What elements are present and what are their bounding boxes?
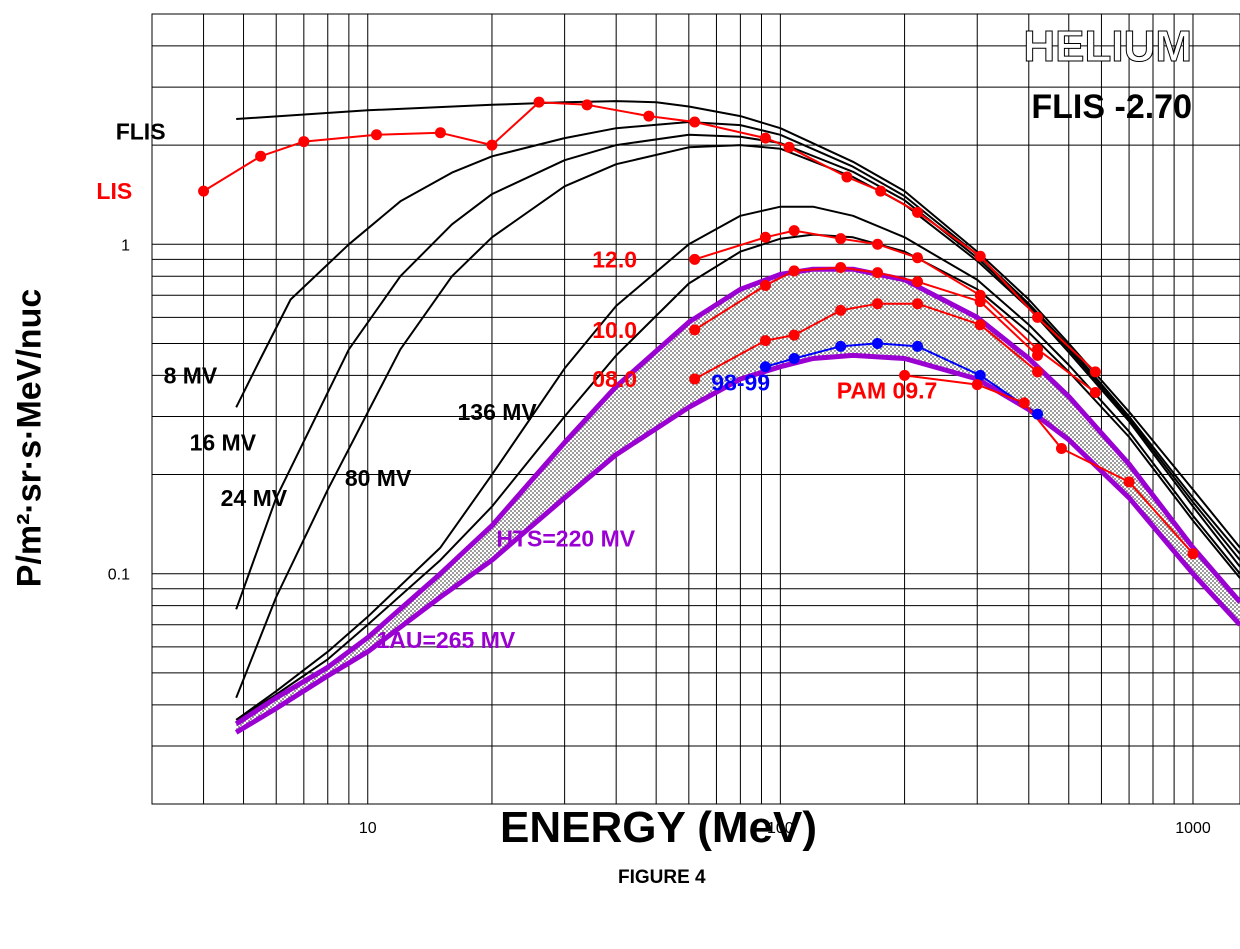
annotation-12-0: 12.0 bbox=[592, 246, 637, 272]
data-point-lis bbox=[581, 99, 593, 111]
annotation-pam-09-7: PAM 09.7 bbox=[837, 377, 938, 403]
data-point-08-0 bbox=[689, 373, 701, 385]
hts-1au-band bbox=[236, 269, 1240, 733]
annotation-10-0: 10.0 bbox=[592, 317, 637, 343]
data-point-lis bbox=[875, 185, 887, 197]
data-point-12-0 bbox=[835, 233, 847, 245]
series-line-1au-265-mv bbox=[234, 352, 1240, 735]
data-point-08-0 bbox=[872, 298, 884, 310]
x-tick-label: 100 bbox=[767, 820, 794, 837]
data-point-pam-09-7 bbox=[899, 369, 911, 381]
y-tick-label: 1 bbox=[121, 237, 130, 254]
annotation-hts-220-mv: HTS=220 MV bbox=[496, 525, 635, 551]
data-point-98-99 bbox=[835, 340, 847, 352]
data-point-lis bbox=[1032, 311, 1044, 323]
annotation-24-mv: 24 MV bbox=[221, 485, 288, 511]
data-point-10-0 bbox=[1032, 349, 1044, 361]
data-point-98-99 bbox=[1032, 408, 1044, 420]
data-point-lis bbox=[974, 250, 986, 262]
data-point-98-99 bbox=[788, 353, 800, 365]
x-tick-label: 1000 bbox=[1175, 820, 1211, 837]
series-line-80-mv bbox=[235, 205, 1240, 721]
data-point-lis bbox=[198, 185, 210, 197]
data-point-12-0 bbox=[689, 253, 701, 265]
data-point-08-0 bbox=[1032, 366, 1044, 378]
series-line-pam-09-7 bbox=[904, 374, 1194, 555]
data-point-lis bbox=[643, 110, 655, 122]
figure-caption: FIGURE 4 bbox=[618, 867, 706, 888]
data-point-08-0 bbox=[835, 304, 847, 316]
data-point-lis bbox=[783, 141, 795, 153]
data-point-12-0 bbox=[912, 252, 924, 264]
data-point-98-99 bbox=[912, 340, 924, 352]
series-line-136-mv bbox=[235, 233, 1240, 721]
annotation-136-mv: 136 MV bbox=[457, 399, 537, 425]
series-line-hts-220-mv bbox=[234, 266, 1240, 726]
data-point-pam-09-7 bbox=[1123, 476, 1135, 488]
annotation-16-mv: 16 MV bbox=[190, 430, 257, 456]
x-axis-label: ENERGY (MeV) bbox=[500, 803, 818, 852]
data-point-10-0 bbox=[912, 276, 924, 288]
annotation-80-mv: 80 MV bbox=[345, 465, 412, 491]
data-point-10-0 bbox=[689, 324, 701, 336]
series-annotations: FLIS LIS 8 MV 16 MV 24 MV 80 MV 136 MV HTS=220 … bbox=[96, 118, 937, 652]
data-point-lis bbox=[759, 132, 771, 144]
data-point-pam-09-7 bbox=[1018, 397, 1030, 409]
data-point-pam-09-7 bbox=[971, 379, 983, 391]
data-point-08-0 bbox=[912, 298, 924, 310]
data-point-lis bbox=[1089, 366, 1101, 378]
data-point-98-99 bbox=[872, 337, 884, 349]
data-point-lis bbox=[912, 206, 924, 218]
data-point-lis bbox=[434, 127, 446, 139]
data-point-10-0 bbox=[974, 296, 986, 308]
data-point-pam-09-7 bbox=[1055, 442, 1067, 454]
x-tick-label: 10 bbox=[359, 820, 377, 837]
data-point-10-0 bbox=[835, 262, 847, 274]
annotation-08-0: 08.0 bbox=[592, 366, 637, 392]
annotation-lis: LIS bbox=[96, 178, 132, 204]
data-point-lis bbox=[689, 116, 701, 128]
data-point-lis bbox=[298, 136, 310, 148]
data-point-98-99 bbox=[759, 361, 771, 373]
series-markers bbox=[198, 96, 1199, 560]
data-point-10-0 bbox=[872, 267, 884, 279]
series-line-lis bbox=[203, 101, 1097, 373]
data-point-12-0 bbox=[759, 231, 771, 243]
data-point-12-0 bbox=[872, 238, 884, 250]
data-point-12-0 bbox=[788, 225, 800, 237]
annotation-flis: FLIS bbox=[116, 118, 166, 144]
y-axis-label: P/m²·sr·s·MeV/nuc bbox=[10, 288, 49, 588]
data-point-lis bbox=[370, 129, 382, 141]
series-line-24-mv bbox=[235, 144, 1240, 699]
data-point-lis bbox=[255, 150, 267, 162]
data-point-98-99 bbox=[974, 369, 986, 381]
annotation-8-mv: 8 MV bbox=[164, 362, 218, 388]
y-tick-label: 0.1 bbox=[108, 567, 130, 584]
data-point-10-0 bbox=[759, 279, 771, 291]
annotation-1au-265-mv: 1AU=265 MV bbox=[376, 627, 515, 653]
data-point-lis bbox=[486, 139, 498, 151]
data-point-10-0 bbox=[788, 265, 800, 277]
series-line-16-mv bbox=[235, 133, 1240, 610]
data-point-pam-09-7 bbox=[1187, 548, 1199, 560]
shaded-band bbox=[236, 269, 1240, 733]
data-point-08-0 bbox=[974, 319, 986, 331]
annotation-98-99: 98-99 bbox=[711, 370, 770, 396]
data-point-lis bbox=[533, 96, 545, 108]
tick-labels: 10 100 1000 0.1 1 bbox=[108, 237, 1211, 837]
data-point-08-0 bbox=[759, 335, 771, 347]
data-point-08-0 bbox=[788, 329, 800, 341]
data-point-lis bbox=[841, 171, 853, 183]
chart-subtitle: FLIS -2.70 bbox=[1031, 88, 1192, 126]
data-point-12-0 bbox=[1089, 386, 1101, 398]
chart-title: HELIUM bbox=[1023, 22, 1193, 72]
